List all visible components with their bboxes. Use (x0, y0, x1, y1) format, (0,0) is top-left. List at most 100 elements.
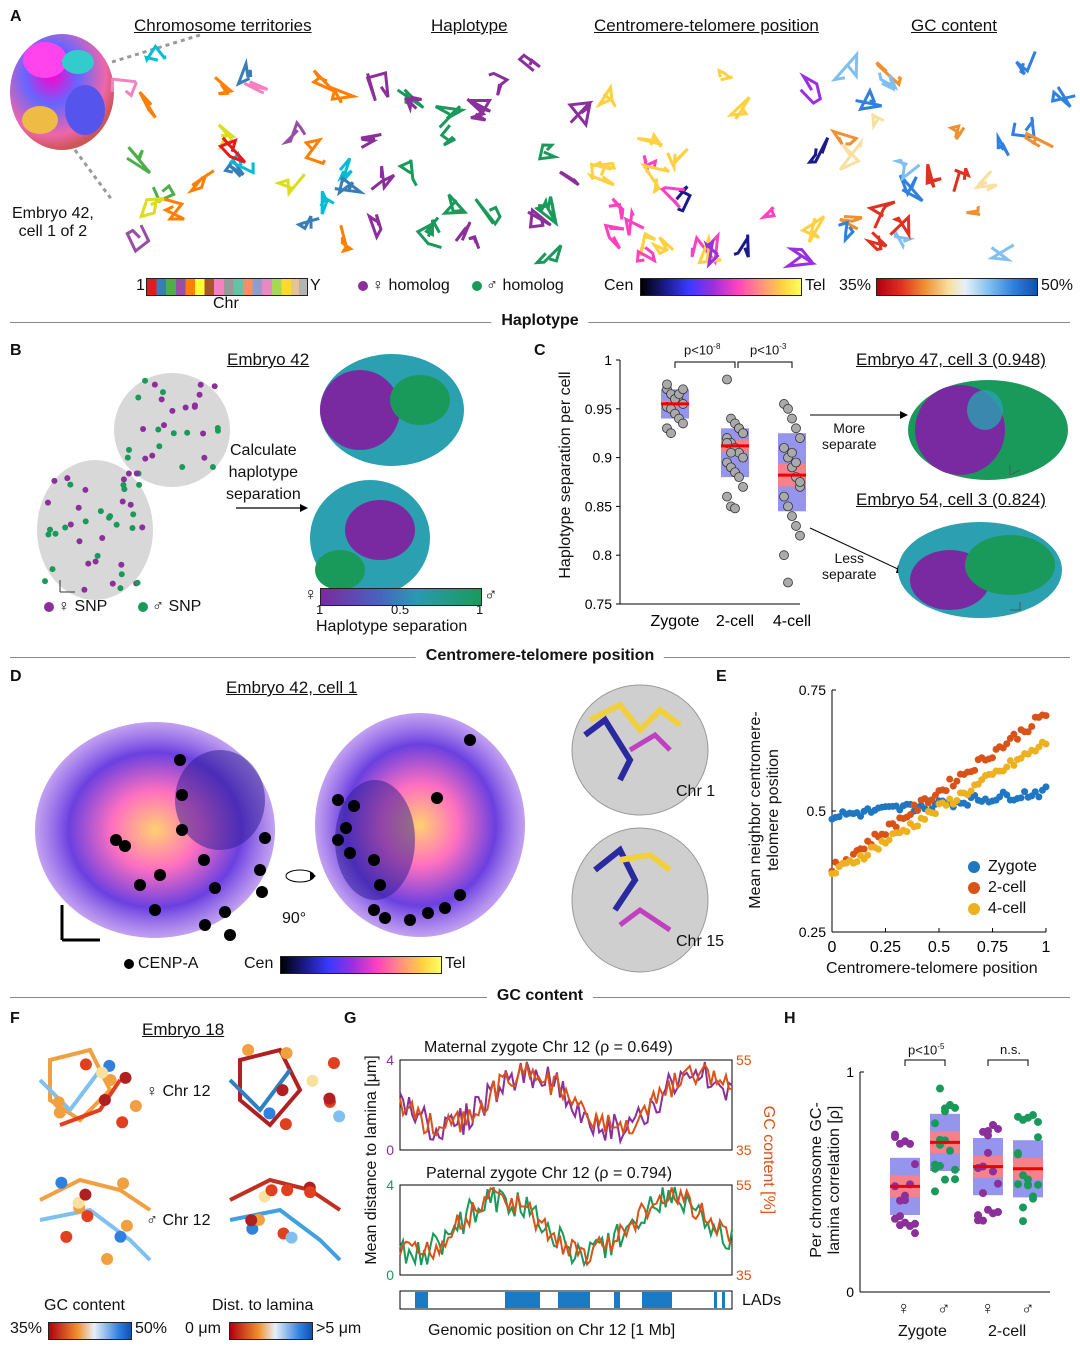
snp-dot (155, 426, 162, 433)
section-gc: GC content (486, 987, 594, 1005)
snp-dot (214, 427, 221, 434)
cb-left: 1 (316, 602, 324, 617)
h-point (951, 1175, 959, 1184)
gc-caption-f: GC content (44, 1297, 125, 1314)
h-point (911, 1229, 919, 1238)
h-point (979, 1189, 987, 1198)
female-snp-legend: ♀ SNP (44, 598, 107, 616)
e-point-4-cell (864, 851, 872, 859)
cenpa-dot (110, 834, 122, 846)
c-point (734, 472, 744, 483)
snp-dot (209, 463, 216, 470)
legend-zygote: Zygote (968, 856, 1037, 877)
chromosome-cluster (830, 50, 859, 82)
chromosome-cluster (889, 213, 911, 241)
female-snp-text: ♀ SNP (58, 598, 108, 615)
c-bracket-1 (674, 361, 736, 368)
h-point (1024, 1175, 1032, 1184)
chromosome-cluster (466, 97, 487, 122)
h-point (896, 1139, 904, 1148)
panel-e-ylabel: Mean neighbor centromere-telomere positi… (747, 711, 783, 908)
g-right-tick: 35 (736, 1142, 752, 1158)
snp-dot (45, 531, 52, 538)
chromosome-cluster (517, 53, 541, 72)
h-point (1034, 1180, 1042, 1189)
chromosome-cluster (370, 165, 396, 192)
cenpa-dot (454, 889, 466, 901)
snp-dot (136, 481, 143, 488)
snp-dot (49, 566, 56, 573)
snp-dot (118, 561, 125, 568)
snp-dot (211, 383, 218, 390)
snp-dot (52, 530, 59, 537)
snp-dot (92, 558, 99, 565)
snp-dot (109, 580, 116, 587)
g-ylabel-right: GC content [%] (760, 1105, 777, 1215)
male-homolog-legend: ♂ homolog (472, 277, 564, 295)
h-point (941, 1107, 949, 1116)
gc-colorbar-a (876, 278, 1038, 296)
chromosome-cluster (608, 197, 625, 220)
cenpa-dot (224, 929, 236, 941)
h-group-zygote: Zygote (898, 1323, 947, 1340)
chromosome-cluster (898, 174, 924, 203)
snp-dot (117, 585, 124, 592)
cenpa-dot (134, 879, 146, 891)
female-chr12: ♀ Chr 12 (146, 1083, 211, 1100)
locus-ball (242, 1044, 255, 1057)
gc-low-f: 35% (10, 1320, 43, 1337)
chromosome-cluster (650, 236, 675, 256)
gc-colorbar-f (48, 1322, 132, 1340)
c-point (787, 413, 797, 424)
g-lamina-line (399, 1061, 733, 1146)
chr-colorbar (146, 278, 308, 296)
h-point (946, 1146, 954, 1155)
snp-dot (67, 521, 74, 528)
snp-dot (99, 534, 106, 541)
chromosome-cluster (875, 61, 903, 88)
calc-haplotype-text: Calculate haplotype separation (226, 440, 301, 506)
snp-dot (158, 396, 165, 403)
h-point (891, 1133, 899, 1142)
h-point (941, 1175, 949, 1184)
e-point-Zygote (1017, 794, 1025, 802)
e-point-2-cell (1003, 740, 1011, 748)
h-group-2cell: 2-cell (988, 1323, 1027, 1340)
chromosome-cluster (870, 112, 885, 131)
snp-dot (75, 504, 82, 511)
chromosome-cluster (217, 136, 247, 164)
chromosome-cluster (666, 147, 689, 173)
chromosome-cluster (759, 206, 776, 220)
snp-dot (118, 571, 125, 578)
h-point (906, 1139, 914, 1148)
panel-f-label: F (10, 1010, 20, 1027)
chromosome-cluster (726, 96, 751, 120)
chromosome-cluster (925, 163, 942, 188)
panel-f-graphics (38, 1044, 346, 1266)
centel-colorbar (640, 278, 802, 296)
zygote-dot-icon (968, 860, 980, 873)
c-point (791, 457, 801, 468)
snp-dot (44, 499, 51, 506)
locus-ball (279, 1118, 292, 1131)
panel-c-chart: 1 0.95 0.9 0.85 0.8 0.75 Zygote 2-cell 4-cell (585, 352, 811, 630)
chromosome-cluster (947, 123, 966, 141)
h-point (911, 1219, 919, 1228)
chromosome-cluster (360, 133, 382, 149)
cenpa-dot (404, 914, 416, 926)
chromosome-cluster (838, 137, 864, 171)
snp-dot (107, 513, 114, 520)
legend-4cell: 4-cell (968, 898, 1037, 919)
locus-ball (304, 1186, 317, 1199)
panel-g-label: G (344, 1010, 357, 1027)
h-point (936, 1161, 944, 1170)
chromosome-cluster (782, 247, 818, 269)
locus-ball (114, 1230, 127, 1243)
h-pvalue: p<10-5 (908, 1042, 944, 1057)
c-point (787, 447, 797, 458)
chromosome-cluster (799, 72, 822, 106)
cb-female-symbol: ♀ (304, 584, 318, 604)
chromosome-cluster (186, 169, 215, 194)
g-left-tick: 0 (386, 1267, 394, 1283)
locus-ball (55, 1176, 68, 1189)
